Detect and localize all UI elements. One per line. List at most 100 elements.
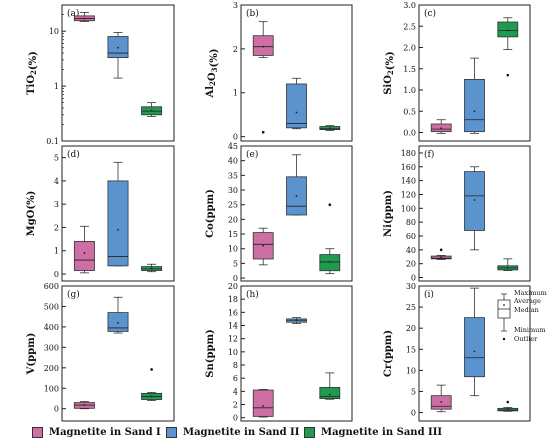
mean-point — [83, 17, 86, 20]
panel-frame — [240, 285, 353, 422]
box-2 — [107, 161, 129, 267]
y-tick-label: 4 — [54, 177, 59, 186]
box-2 — [464, 287, 485, 397]
box-3 — [319, 203, 341, 275]
y-tick-label: 5 — [54, 154, 59, 163]
panel-i: 0 5 10 15 20 25 30 (i) Cr(ppm) — [383, 282, 531, 422]
y-tick-label: 30 — [228, 186, 238, 195]
panel-a: 0.1 1 10 (a) TiO2(%) — [26, 4, 175, 146]
y-tick-label: 15 — [228, 230, 238, 239]
box-1 — [252, 21, 274, 134]
outlier-point — [439, 248, 443, 252]
panel-label: (h) — [246, 289, 259, 300]
legend-label: Magnetite in Sand II — [183, 427, 300, 438]
outlier-point — [506, 400, 510, 404]
mean-point — [440, 127, 443, 130]
mean-point — [328, 261, 331, 263]
y-tick-label: 8 — [233, 361, 238, 370]
y-tick-label: 600 — [44, 282, 59, 291]
y-tick-label: 2 — [233, 401, 238, 410]
box-1 — [430, 248, 452, 260]
legend-swatch — [166, 427, 177, 438]
y-axis-label: Cr(ppm) — [383, 330, 394, 377]
mean-point — [117, 228, 119, 231]
box-1 — [252, 388, 274, 418]
y-tick-label: 18 — [228, 295, 238, 304]
mean-point — [328, 127, 331, 130]
mean-point — [150, 267, 153, 270]
key-mean — [503, 304, 505, 306]
y-tick-label: 0.5 — [403, 107, 416, 116]
box-3 — [497, 400, 519, 412]
y-tick-label: 14 — [228, 322, 238, 331]
mean-point — [117, 46, 119, 49]
key-label: Average — [513, 297, 541, 305]
mean-point — [295, 194, 298, 197]
box-1 — [73, 11, 95, 22]
y-tick-label: 1 — [54, 82, 59, 91]
box-3 — [141, 102, 163, 117]
y-tick-label: 160 — [401, 163, 416, 172]
y-tick-label: 0 — [233, 274, 238, 283]
key-outlier — [502, 337, 506, 341]
y-tick-label: 3 — [233, 1, 238, 10]
y-tick-label: 10 — [49, 27, 59, 36]
y-tick-label: 12 — [228, 335, 238, 344]
y-tick-label: 35 — [228, 171, 238, 180]
box-2 — [464, 166, 485, 251]
y-tick-label: 0.1 — [46, 137, 59, 146]
box-3 — [319, 372, 341, 400]
iqr-box — [319, 387, 341, 400]
key-label: Outlier — [514, 335, 538, 343]
y-tick-label: 5 — [411, 387, 416, 396]
panel-frame — [240, 145, 353, 282]
y-tick-label: 16 — [228, 308, 238, 317]
mean-point — [150, 395, 153, 398]
y-tick-label: 0 — [411, 409, 416, 418]
y-tick-label: 20 — [228, 215, 238, 224]
mean-point — [83, 252, 86, 254]
panel-frame — [61, 4, 175, 142]
mean-point — [473, 199, 476, 201]
mean-point — [262, 404, 265, 407]
legend-item: Magnetite in Sand II — [166, 427, 299, 438]
legend-label: Magnetite in Sand III — [321, 427, 443, 438]
y-axis-label: Sn(ppm) — [205, 329, 216, 378]
y-tick-label: 20 — [406, 324, 416, 333]
y-axis-label: Co(ppm) — [205, 189, 216, 238]
panel-label: (f) — [424, 149, 434, 160]
y-tick-label: 15 — [406, 345, 416, 354]
y-tick-label: 0.0 — [403, 129, 416, 138]
y-axis-label: V(ppm) — [26, 333, 37, 376]
panel-label: (c) — [424, 8, 436, 19]
y-tick-label: 80 — [406, 218, 416, 227]
box-3 — [141, 368, 163, 401]
y-tick-label: 25 — [228, 201, 238, 210]
mean-point — [262, 244, 265, 247]
y-axis-label: MgO(%) — [26, 191, 37, 237]
panel-label: (i) — [424, 289, 434, 300]
iqr-box — [73, 241, 95, 271]
panel-frame — [61, 285, 175, 422]
outlier-point — [328, 203, 332, 206]
mean-point — [295, 111, 298, 114]
y-tick-label: 1.0 — [403, 86, 416, 95]
y-tick-label: 30 — [406, 282, 416, 291]
mean-point — [117, 321, 119, 324]
key-label: Minimum — [514, 326, 546, 334]
y-tick-label: 120 — [401, 190, 416, 199]
mean-point — [150, 109, 153, 112]
panel-label: (e) — [246, 149, 258, 160]
panel-label: (g) — [67, 289, 80, 300]
outlier-point — [506, 73, 510, 77]
y-tick-label: 3 — [54, 200, 59, 209]
y-tick-label: 300 — [44, 343, 59, 352]
box-3 — [319, 125, 341, 131]
iqr-box — [497, 21, 519, 38]
y-axis-label: Al2O3(%) — [205, 49, 220, 99]
y-tick-label: 2 — [54, 223, 59, 232]
box-3 — [497, 258, 519, 272]
panel-c: 0.0 0.5 1.0 1.5 2.0 2.5 3.0 (c) SiO2(%) — [383, 1, 531, 142]
box-2 — [286, 77, 307, 130]
iqr-box — [464, 78, 485, 133]
